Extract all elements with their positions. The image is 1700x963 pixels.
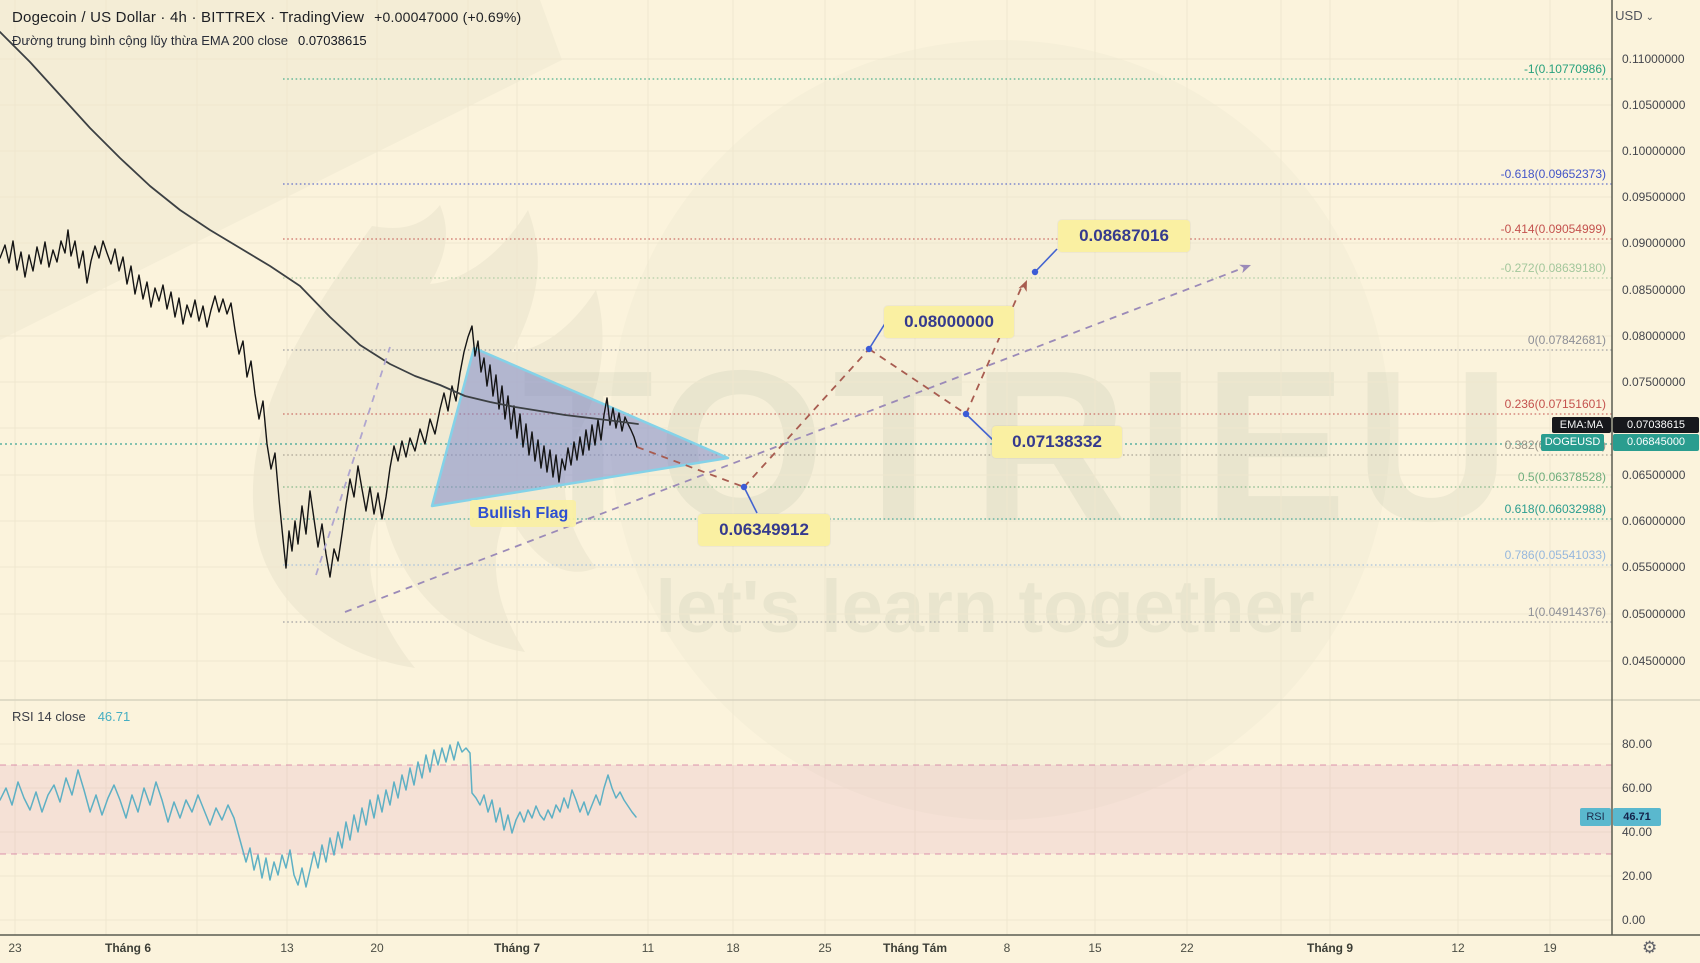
label-pointer-line — [965, 413, 995, 442]
ema-chip-badge: EMA:MA — [1552, 417, 1611, 433]
fib-level-label: -0.414(0.09054999) — [1500, 222, 1606, 236]
doge-value-badge: 0.06845000 — [1613, 434, 1699, 451]
price-axis-label: 20.00 — [1622, 869, 1653, 883]
pattern-label-bullish-flag[interactable]: Bullish Flag — [470, 500, 576, 527]
time-axis-label: 13 — [280, 941, 294, 955]
price-axis-label: 40.00 — [1622, 825, 1653, 839]
fib-level-label: 0.618(0.06032988) — [1504, 502, 1606, 516]
time-axis-row[interactable] — [0, 935, 1612, 963]
gear-icon[interactable]: ⚙ — [1642, 938, 1658, 957]
time-axis-label: 23 — [8, 941, 22, 955]
fib-level-label: -0.272(0.08639180) — [1500, 261, 1606, 275]
time-axis-label: 11 — [641, 941, 655, 955]
ema-200-series — [0, 31, 639, 425]
price-axis-label: 0.09500000 — [1622, 190, 1686, 204]
price-axis-label: 0.08000000 — [1622, 329, 1686, 343]
doge-chip-badge: DOGEUSD — [1541, 434, 1604, 451]
time-axis-label: 20 — [370, 941, 384, 955]
projection-dashed-line[interactable] — [965, 285, 1023, 415]
label-pointer-line — [868, 321, 887, 350]
anchor-point[interactable] — [865, 345, 873, 353]
projection-dashed-line[interactable] — [315, 346, 391, 576]
currency-selector[interactable]: USD ⌄ — [1615, 8, 1654, 23]
anchor-point[interactable] — [1031, 268, 1039, 276]
projection-dashed-line[interactable] — [344, 267, 1244, 613]
price-axis-label: 80.00 — [1622, 737, 1653, 751]
price-target-label[interactable]: 0.08000000 — [884, 306, 1014, 338]
rsi-title-text: RSI 14 close — [12, 709, 86, 724]
label-pointer-line — [1034, 248, 1058, 273]
symbol-title: Dogecoin / US Dollar · 4h · BITTREX · Tr… — [12, 9, 365, 26]
projection-dashed-line[interactable] — [636, 446, 745, 488]
fib-level-label: 1(0.04914376) — [1527, 605, 1606, 619]
time-axis-label: 8 — [1003, 941, 1011, 955]
price-axis-label: 0.00 — [1622, 913, 1646, 927]
price-target-label[interactable]: 0.08687016 — [1058, 220, 1190, 252]
arrowhead-icon — [1018, 280, 1027, 292]
price-axis-label: 0.04500000 — [1622, 654, 1686, 668]
price-axis-label: 0.09000000 — [1622, 236, 1686, 250]
fib-level-label: 0.5(0.06378528) — [1517, 470, 1606, 484]
time-axis-label: 22 — [1180, 941, 1194, 955]
rsi-value-badge: 46.71 — [1613, 808, 1661, 826]
dogeusd-price-series — [0, 229, 638, 578]
price-axis-label: 0.05000000 — [1622, 607, 1686, 621]
time-axis-label: 19 — [1543, 941, 1557, 955]
watermark-tagline-text: let's learn together — [655, 565, 1314, 648]
time-axis-label: 15 — [1088, 941, 1102, 955]
currency-label: USD — [1615, 8, 1643, 23]
price-axis-label: 0.06500000 — [1622, 468, 1686, 482]
arrowhead-icon — [1239, 264, 1251, 274]
rsi-pane-title[interactable]: RSI 14 close 46.71 — [12, 709, 130, 724]
projection-dashed-line[interactable] — [868, 348, 967, 415]
fib-level-label: 0(0.07842681) — [1527, 333, 1606, 347]
anchor-point[interactable] — [962, 410, 970, 418]
price-axis-label: 60.00 — [1622, 781, 1653, 795]
time-axis-label: Tháng 6 — [104, 941, 152, 955]
time-axis-label: Tháng 7 — [493, 941, 541, 955]
fib-level-label: -0.618(0.09652373) — [1500, 167, 1606, 181]
projection-dashed-line[interactable] — [743, 348, 870, 488]
price-axis-label: 0.06000000 — [1622, 514, 1686, 528]
fib-level-label: 0.236(0.07151601) — [1504, 397, 1606, 411]
rsi-title-value: 46.71 — [97, 709, 131, 724]
time-axis-label: Tháng Tám — [882, 941, 948, 955]
price-axis-label: 0.05500000 — [1622, 560, 1686, 574]
time-axis-label: 18 — [726, 941, 740, 955]
rsi-14-series — [0, 741, 637, 888]
price-change: +0.00047000 (+0.69%) — [374, 9, 522, 25]
indicator-header[interactable]: Đường trung bình cộng lũy thừa EMA 200 c… — [12, 33, 367, 48]
price-axis-label: 0.10500000 — [1622, 98, 1686, 112]
label-pointer-line — [743, 486, 758, 514]
ema-value-badge: 0.07038615 — [1613, 417, 1699, 433]
price-axis-label: 0.07500000 — [1622, 375, 1686, 389]
time-axis-label: 25 — [818, 941, 832, 955]
anchor-point[interactable] — [740, 483, 748, 491]
watermark-flame-icon — [252, 205, 603, 668]
price-target-label[interactable]: 0.06349912 — [698, 514, 830, 546]
watermark-wash — [0, 0, 562, 340]
time-axis-label: Tháng 9 — [1306, 941, 1354, 955]
symbol-header[interactable]: Dogecoin / US Dollar · 4h · BITTREX · Tr… — [12, 9, 521, 26]
chevron-down-icon: ⌄ — [1645, 12, 1654, 23]
rsi-overbought-oversold-band — [0, 765, 1612, 854]
ema-indicator-value: 0.07038615 — [297, 33, 367, 48]
ema-indicator-title: Đường trung bình cộng lũy thừa EMA 200 c… — [12, 33, 288, 48]
rsi-chip-badge: RSI — [1580, 808, 1611, 826]
price-axis-label: 0.08500000 — [1622, 283, 1686, 297]
time-axis-label: 12 — [1451, 941, 1465, 955]
price-axis-label: 0.10000000 — [1622, 144, 1686, 158]
fib-level-label: 0.786(0.05541033) — [1504, 548, 1606, 562]
fib-level-label: -1(0.10770986) — [1523, 62, 1606, 76]
price-target-label[interactable]: 0.07138332 — [992, 426, 1122, 458]
bullish-flag-triangle[interactable] — [430, 346, 730, 508]
price-axis-label: 0.11000000 — [1622, 52, 1685, 66]
